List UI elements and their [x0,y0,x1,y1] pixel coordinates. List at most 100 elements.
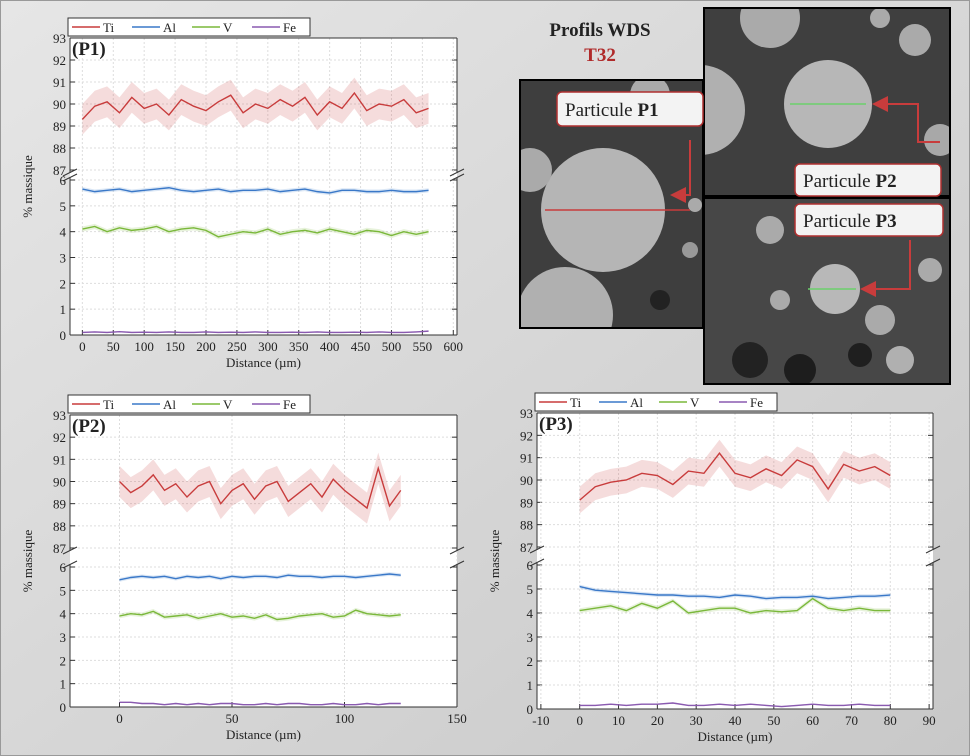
legend: Ti Al V Fe [534,392,778,412]
y-tick-label: 87 [520,540,534,555]
header-sample: T32 [584,45,616,66]
x-tick-label: 100 [335,711,355,726]
axis-break [925,558,941,567]
x-tick-label: 20 [651,713,664,728]
annotation: (P3) [539,414,573,435]
series-line [82,225,429,238]
y-tick-label: 87 [53,541,67,556]
label-id: P2 [876,171,897,192]
y-tick-label: 4 [60,225,67,240]
series-line [119,609,401,621]
x-axis-label: Distance (µm) [226,727,301,742]
x-tick-label: 0 [576,713,583,728]
x-tick-label: 10 [612,713,625,728]
y-tick-label: 88 [53,519,66,534]
y-tick-label: 93 [53,31,66,46]
y-tick-label: 92 [53,53,66,68]
x-tick-label: 600 [444,339,464,354]
label-id: P1 [638,100,659,121]
plot-area [70,38,457,335]
label-text: Particule [803,211,871,232]
legend-label: Ti [103,20,114,35]
x-tick-label: -10 [532,713,549,728]
x-tick-label: 60 [806,713,819,728]
legend-label: Al [630,395,643,410]
y-tick-label: 90 [520,473,533,488]
y-tick-label: 2 [60,653,67,668]
y-tick-label: 5 [60,583,67,598]
legend-label: Al [163,20,176,35]
y-tick-label: 92 [520,428,533,443]
legend-label: Fe [283,20,296,35]
error-band [82,223,429,240]
y-tick-label: 0 [60,700,67,715]
y-tick-label: 4 [60,607,67,622]
axis-break [449,173,465,182]
x-tick-label: 500 [382,339,402,354]
series-line [119,465,402,510]
y-tick-label: 87 [53,163,67,178]
y-tick-label: 1 [60,677,67,692]
y-axis-label: % massique [487,530,502,593]
label-text: Particule [565,100,633,121]
series-line [119,701,401,706]
x-tick-label: 0 [116,711,123,726]
y-tick-label: 93 [520,406,533,421]
axis-break [62,546,78,555]
image-frame [703,197,951,385]
axis-break [449,168,465,177]
legend-label: Fe [750,395,763,410]
x-tick-label: 50 [107,339,120,354]
y-tick-label: 3 [527,630,534,645]
x-tick-label: 250 [227,339,247,354]
x-axis-label: Distance (µm) [698,729,773,744]
y-tick-label: 1 [60,302,67,317]
y-tick-label: 89 [520,495,533,510]
x-tick-label: 30 [690,713,703,728]
series-line [579,597,891,614]
y-tick-label: 2 [527,654,534,669]
legend-label: V [690,395,700,410]
annotation: (P1) [72,39,106,60]
legend-label: Fe [283,397,296,412]
plot-area [70,415,457,707]
axis-break [529,558,545,567]
axis-break [62,168,78,177]
label-box [556,91,704,127]
legend-label: Al [163,397,176,412]
legend-label: V [223,20,233,35]
y-tick-label: 90 [53,97,66,112]
y-tick-label: 3 [60,630,67,645]
axis-break [449,560,465,569]
label-box [794,203,944,237]
axis-break [449,546,465,555]
series-line [119,573,401,581]
axis-break [62,560,78,569]
x-tick-label: 200 [196,339,216,354]
x-tick-label: 0 [79,339,86,354]
legend: Ti Al V Fe [67,394,311,414]
image-label: Particule P2 [803,171,897,192]
y-tick-label: 92 [53,430,66,445]
y-tick-label: 91 [53,75,66,90]
x-tick-label: 90 [923,713,936,728]
x-tick-label: 450 [351,339,371,354]
axis-break [925,545,941,554]
error-band [579,596,891,616]
legend-box [67,17,311,37]
error-band [579,439,891,514]
image-label: Particule P1 [565,100,659,121]
y-axis-label: % massique [20,155,35,218]
x-tick-label: 550 [413,339,433,354]
series-line [579,702,891,708]
legend-box [534,392,778,412]
legend-label: Ti [103,397,114,412]
legend-box [67,394,311,414]
series-line [82,330,429,334]
x-tick-label: 50 [226,711,239,726]
x-tick-label: 400 [320,339,340,354]
legend-label: V [223,397,233,412]
y-tick-label: 5 [527,582,534,597]
y-tick-label: 88 [520,518,533,533]
